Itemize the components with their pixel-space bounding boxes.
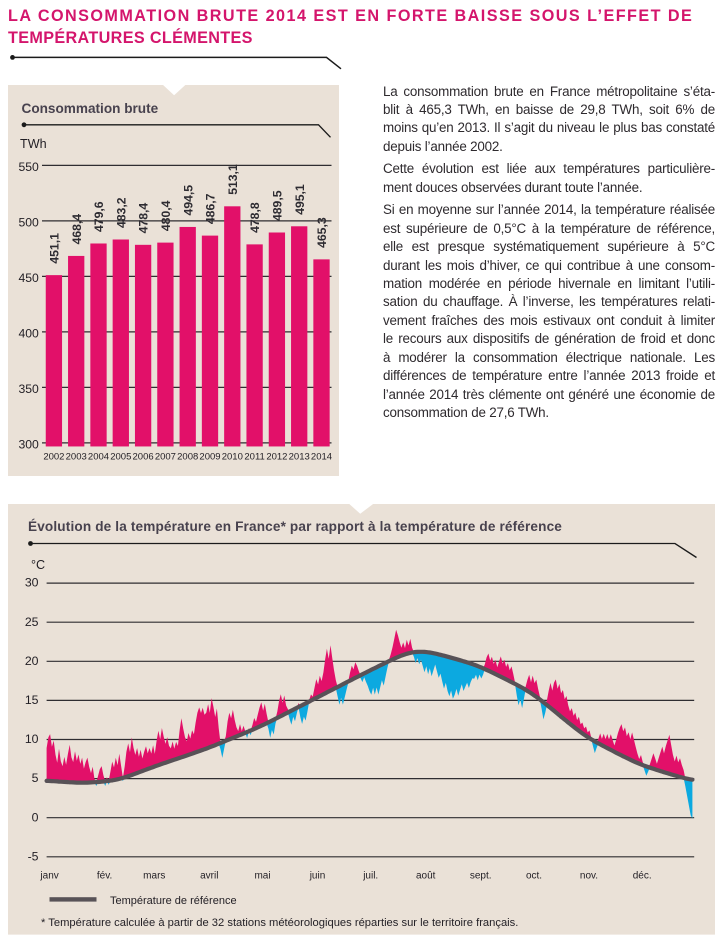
svg-text:478,4: 478,4 (137, 202, 151, 233)
svg-text:25: 25 (25, 614, 39, 628)
svg-text:480,4: 480,4 (159, 200, 173, 231)
svg-text:451,1: 451,1 (48, 233, 62, 264)
svg-text:fév.: fév. (97, 870, 112, 881)
svg-text:-5: -5 (28, 849, 39, 863)
svg-text:avril: avril (200, 870, 218, 881)
svg-text:20: 20 (25, 653, 39, 667)
svg-text:janv: janv (39, 870, 58, 881)
svg-text:2006: 2006 (133, 451, 154, 462)
svg-text:2012: 2012 (266, 451, 287, 462)
svg-text:350: 350 (18, 381, 39, 395)
svg-text:450: 450 (18, 270, 39, 284)
svg-text:300: 300 (18, 437, 39, 451)
svg-text:oct.: oct. (526, 870, 542, 881)
svg-text:sept.: sept. (470, 870, 492, 881)
svg-text:nov.: nov. (580, 870, 598, 881)
svg-text:500: 500 (18, 215, 39, 229)
svg-text:* Température calculée à parti: * Température calculée à partir de 32 st… (41, 917, 518, 929)
svg-text:2008: 2008 (177, 451, 198, 462)
svg-text:juil.: juil. (362, 870, 378, 881)
svg-text:2014: 2014 (311, 451, 332, 462)
svg-text:494,5: 494,5 (181, 184, 195, 215)
svg-text:2004: 2004 (88, 451, 109, 462)
svg-text:478,8: 478,8 (248, 202, 262, 233)
svg-text:479,6: 479,6 (92, 201, 106, 232)
svg-text:août: août (416, 870, 436, 881)
svg-text:2002: 2002 (43, 451, 64, 462)
svg-text:mars: mars (143, 870, 165, 881)
svg-text:513,1: 513,1 (226, 164, 240, 195)
svg-text:465,3: 465,3 (315, 217, 329, 248)
svg-text:déc.: déc. (633, 870, 652, 881)
svg-text:0: 0 (32, 810, 39, 824)
svg-text:2003: 2003 (66, 451, 87, 462)
svg-text:mai: mai (254, 870, 270, 881)
svg-text:15: 15 (25, 693, 39, 707)
svg-text:400: 400 (18, 326, 39, 340)
svg-text:5: 5 (32, 771, 39, 785)
svg-text:483,2: 483,2 (114, 197, 128, 228)
svg-text:2007: 2007 (155, 451, 176, 462)
svg-text:Température de référence: Température de référence (110, 895, 237, 907)
svg-text:495,1: 495,1 (293, 184, 307, 215)
svg-text:2011: 2011 (244, 451, 264, 462)
svg-text:486,7: 486,7 (204, 193, 218, 224)
svg-text:468,4: 468,4 (70, 213, 84, 244)
svg-text:10: 10 (25, 732, 39, 746)
svg-text:juin: juin (309, 870, 326, 881)
svg-text:550: 550 (18, 159, 39, 173)
svg-text:2010: 2010 (222, 451, 243, 462)
svg-text:30: 30 (25, 575, 39, 589)
svg-text:2005: 2005 (110, 451, 131, 462)
svg-text:489,5: 489,5 (271, 190, 285, 221)
svg-text:2013: 2013 (289, 451, 310, 462)
svg-text:2009: 2009 (199, 451, 220, 462)
